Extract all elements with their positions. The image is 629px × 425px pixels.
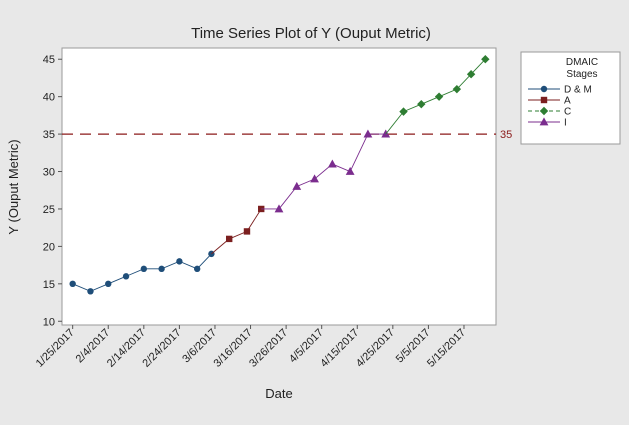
series-layer [69, 55, 490, 295]
y-tick-label: 30 [43, 167, 55, 179]
legend-marker [539, 117, 549, 126]
legend-item: A [528, 96, 571, 107]
y-tick-label: 25 [43, 204, 55, 216]
y-tick-label: 15 [43, 279, 55, 291]
series-i [261, 129, 391, 213]
legend-item: C [528, 107, 571, 118]
x-axis: 1/25/20172/4/20172/14/20172/24/20173/6/2… [34, 325, 468, 370]
legend-item: I [528, 117, 567, 129]
legend-box [520, 51, 621, 145]
reference-line-group: 35 [62, 129, 512, 141]
data-point [310, 174, 319, 183]
data-point [466, 70, 476, 79]
data-point [434, 92, 444, 101]
y-tick-label: 40 [43, 92, 55, 104]
series-c [385, 55, 490, 135]
x-axis-title: Date [265, 386, 292, 401]
data-point [399, 107, 408, 116]
x-tick-label: 4/25/2017 [354, 327, 397, 370]
data-point [327, 159, 337, 168]
y-axis: 10 15 20 25 30 35 40 45 [43, 54, 62, 328]
legend-item: D & M [528, 85, 592, 96]
series-connector [385, 111, 404, 135]
series-d-m [69, 250, 215, 295]
legend-label: D & M [564, 85, 592, 96]
y-tick-label: 10 [43, 316, 55, 328]
data-point [292, 181, 302, 190]
y-tick-label: 20 [43, 241, 55, 253]
data-point [87, 288, 94, 295]
data-point [176, 258, 183, 265]
data-point [122, 273, 130, 280]
legend-title: Stages [566, 69, 597, 80]
data-point [363, 129, 373, 138]
data-point [243, 228, 251, 235]
legend-marker [539, 106, 549, 116]
data-point [193, 265, 201, 273]
x-tick-label: 5/15/2017 [425, 327, 468, 370]
reference-line-label: 35 [500, 129, 512, 141]
y-tick-label: 35 [43, 129, 55, 141]
data-point [345, 166, 355, 175]
data-point [481, 55, 490, 64]
chart-title: Time Series Plot of Y (Ouput Metric) [191, 25, 431, 42]
series-line [403, 58, 486, 113]
data-point [452, 84, 462, 94]
data-point [225, 235, 233, 243]
legend-label: A [564, 96, 571, 107]
x-tick-label: 1/25/2017 [34, 327, 77, 370]
data-point [274, 204, 284, 213]
legend-label: C [564, 107, 571, 118]
legend-marker [540, 85, 548, 93]
x-tick-label: 3/26/2017 [247, 327, 290, 370]
y-tick-label: 45 [43, 54, 55, 66]
data-point [140, 265, 148, 273]
data-point [105, 280, 112, 288]
legend-title: DMAIC [566, 57, 598, 68]
legend-marker [540, 96, 548, 104]
data-point [417, 99, 426, 109]
y-axis-title: Y (Ouput Metric) [6, 139, 21, 234]
data-point [69, 280, 76, 288]
x-tick-label: 2/24/2017 [140, 327, 183, 370]
plot-area [61, 47, 497, 326]
legend-label: I [564, 118, 567, 129]
data-point [158, 265, 165, 273]
